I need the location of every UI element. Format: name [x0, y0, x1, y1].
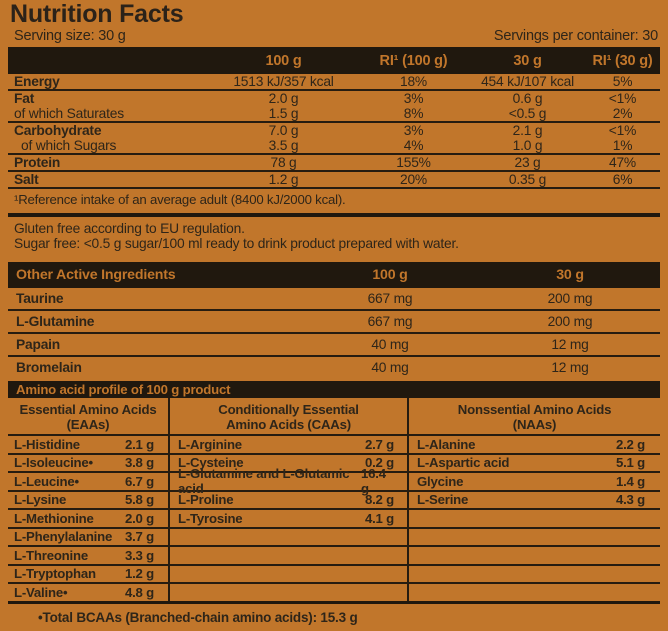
table-row-l-arginine: L-Arginine 2.7 g: [170, 436, 407, 455]
amino-column-naa: Nonssential Amino Acids (NAAs) L-Alanine…: [407, 398, 660, 601]
table-row-l-isoleucine: L-Isoleucine• 3.8 g: [8, 455, 168, 473]
empty-row: [409, 566, 660, 584]
table-row-l-alanine: L-Alanine 2.2 g: [409, 436, 660, 455]
reference-intake-footnote: ¹Reference intake of an average adult (8…: [14, 192, 346, 207]
table-row-l-tyrosine: L-Tyrosine 4.1 g: [170, 510, 407, 529]
other-active-ingredients-title: Other Active Ingredients: [16, 267, 176, 283]
eaa-column-header: Essential Amino Acids (EAAs): [8, 398, 168, 436]
table-row-glycine: Glycine 1.4 g: [409, 473, 660, 492]
naa-column-header: Nonssential Amino Acids (NAAs): [409, 398, 660, 436]
empty-row: [170, 529, 407, 547]
table-row-l-histidine: L-Histidine 2.1 g: [8, 436, 168, 455]
empty-row: [409, 510, 660, 529]
table-row-l-threonine: L-Threonine 3.3 g: [8, 547, 168, 566]
sugar-free-note: Sugar free: <0.5 g sugar/100 ml ready to…: [14, 236, 459, 251]
amino-column-caa: Conditionally Essential Amino Acids (CAA…: [168, 398, 407, 601]
table-row-taurine: Taurine 667 mg 200 mg: [8, 288, 660, 311]
table-row-carbohydrate: Carbohydrate 7.0 g 3% 2.1 g <1%: [14, 123, 637, 138]
empty-row: [409, 584, 660, 601]
other-active-ingredients-header: Other Active Ingredients 100 g 30 g: [8, 262, 660, 288]
table-row-l-phenylalanine: L-Phenylalanine 3.7 g: [8, 529, 168, 547]
table-row-l-lysine: L-Lysine 5.8 g: [8, 492, 168, 510]
oai-column-30g: 30 g: [556, 267, 584, 283]
other-active-ingredients-table: Other Active Ingredients 100 g 30 g Taur…: [8, 262, 660, 378]
page-title: Nutrition Facts: [10, 0, 184, 28]
empty-row: [409, 547, 660, 566]
column-header-30g: 30 g: [513, 52, 542, 69]
caa-column-header: Conditionally Essential Amino Acids (CAA…: [170, 398, 407, 436]
table-row-l-proline: L-Proline 8.2 g: [170, 492, 407, 510]
table-row-l-glutamine: L-Glutamine 667 mg 200 mg: [8, 311, 660, 334]
table-row-l-tryptophan: L-Tryptophan 1.2 g: [8, 566, 168, 584]
table-row-l-methionine: L-Methionine 2.0 g: [8, 510, 168, 529]
table-row-bromelain: Bromelain 40 mg 12 mg: [16, 360, 589, 375]
oai-column-100g: 100 g: [372, 267, 408, 283]
table-row-l-leucine: L-Leucine• 6.7 g: [8, 473, 168, 492]
servings-per-container: Servings per container: 30: [493, 28, 658, 44]
empty-row: [170, 547, 407, 566]
gluten-free-note: Gluten free according to EU regulation.: [14, 221, 245, 236]
table-row-papain: Papain 40 mg 12 mg: [8, 334, 660, 357]
nutrient-table: 100 g RI¹ (100 g) 30 g RI¹ (30 g) Energy…: [8, 47, 660, 189]
table-row-saturates: of which Saturates 1.5 g 8% <0.5 g 2%: [8, 106, 660, 123]
nutrient-table-header: 100 g RI¹ (100 g) 30 g RI¹ (30 g): [8, 47, 660, 74]
column-header-ri-100g: RI¹ (100 g): [379, 52, 448, 69]
empty-row: [409, 529, 660, 547]
column-header-100g: 100 g: [265, 52, 302, 69]
serving-size: Serving size: 30 g: [14, 28, 126, 44]
table-row-sugars: of which Sugars 3.5 g 4% 1.0 g 1%: [8, 138, 660, 155]
amino-acid-profile-title: Amino acid profile of 100 g product: [8, 381, 660, 398]
table-row-energy: Energy 1513 kJ/357 kcal 18% 454 kJ/107 k…: [8, 74, 660, 91]
table-row-l-valine: L-Valine• 4.8 g: [14, 584, 154, 600]
empty-row: [170, 566, 407, 584]
divider-line: [8, 213, 660, 217]
amino-column-eaa: Essential Amino Acids (EAAs) L-Histidine…: [8, 398, 168, 601]
table-row-l-aspartic-acid: L-Aspartic acid 5.1 g: [409, 455, 660, 473]
table-row-salt: Salt 1.2 g 20% 0.35 g 6%: [8, 172, 660, 189]
serving-info-row: Serving size: 30 g Servings per containe…: [14, 28, 658, 44]
column-header-ri-30g: RI¹ (30 g): [592, 52, 653, 69]
empty-row: [170, 584, 407, 601]
table-row-l-serine: L-Serine 4.3 g: [409, 492, 660, 510]
table-row-l-glutamine-glutamic: L-Glutamine and L-Glutamic acid 16.4 g: [170, 466, 407, 496]
table-row-l-cysteine: L-Cysteine 0.2 g: [170, 455, 407, 473]
amino-acid-table: Essential Amino Acids (EAAs) L-Histidine…: [8, 398, 660, 604]
table-row-protein: Protein 78 g 155% 23 g 47%: [8, 155, 660, 172]
total-bcaa-footnote: •Total BCAAs (Branched-chain amino acids…: [38, 609, 358, 625]
table-row-fat: Fat 2.0 g 3% 0.6 g <1%: [14, 91, 637, 106]
